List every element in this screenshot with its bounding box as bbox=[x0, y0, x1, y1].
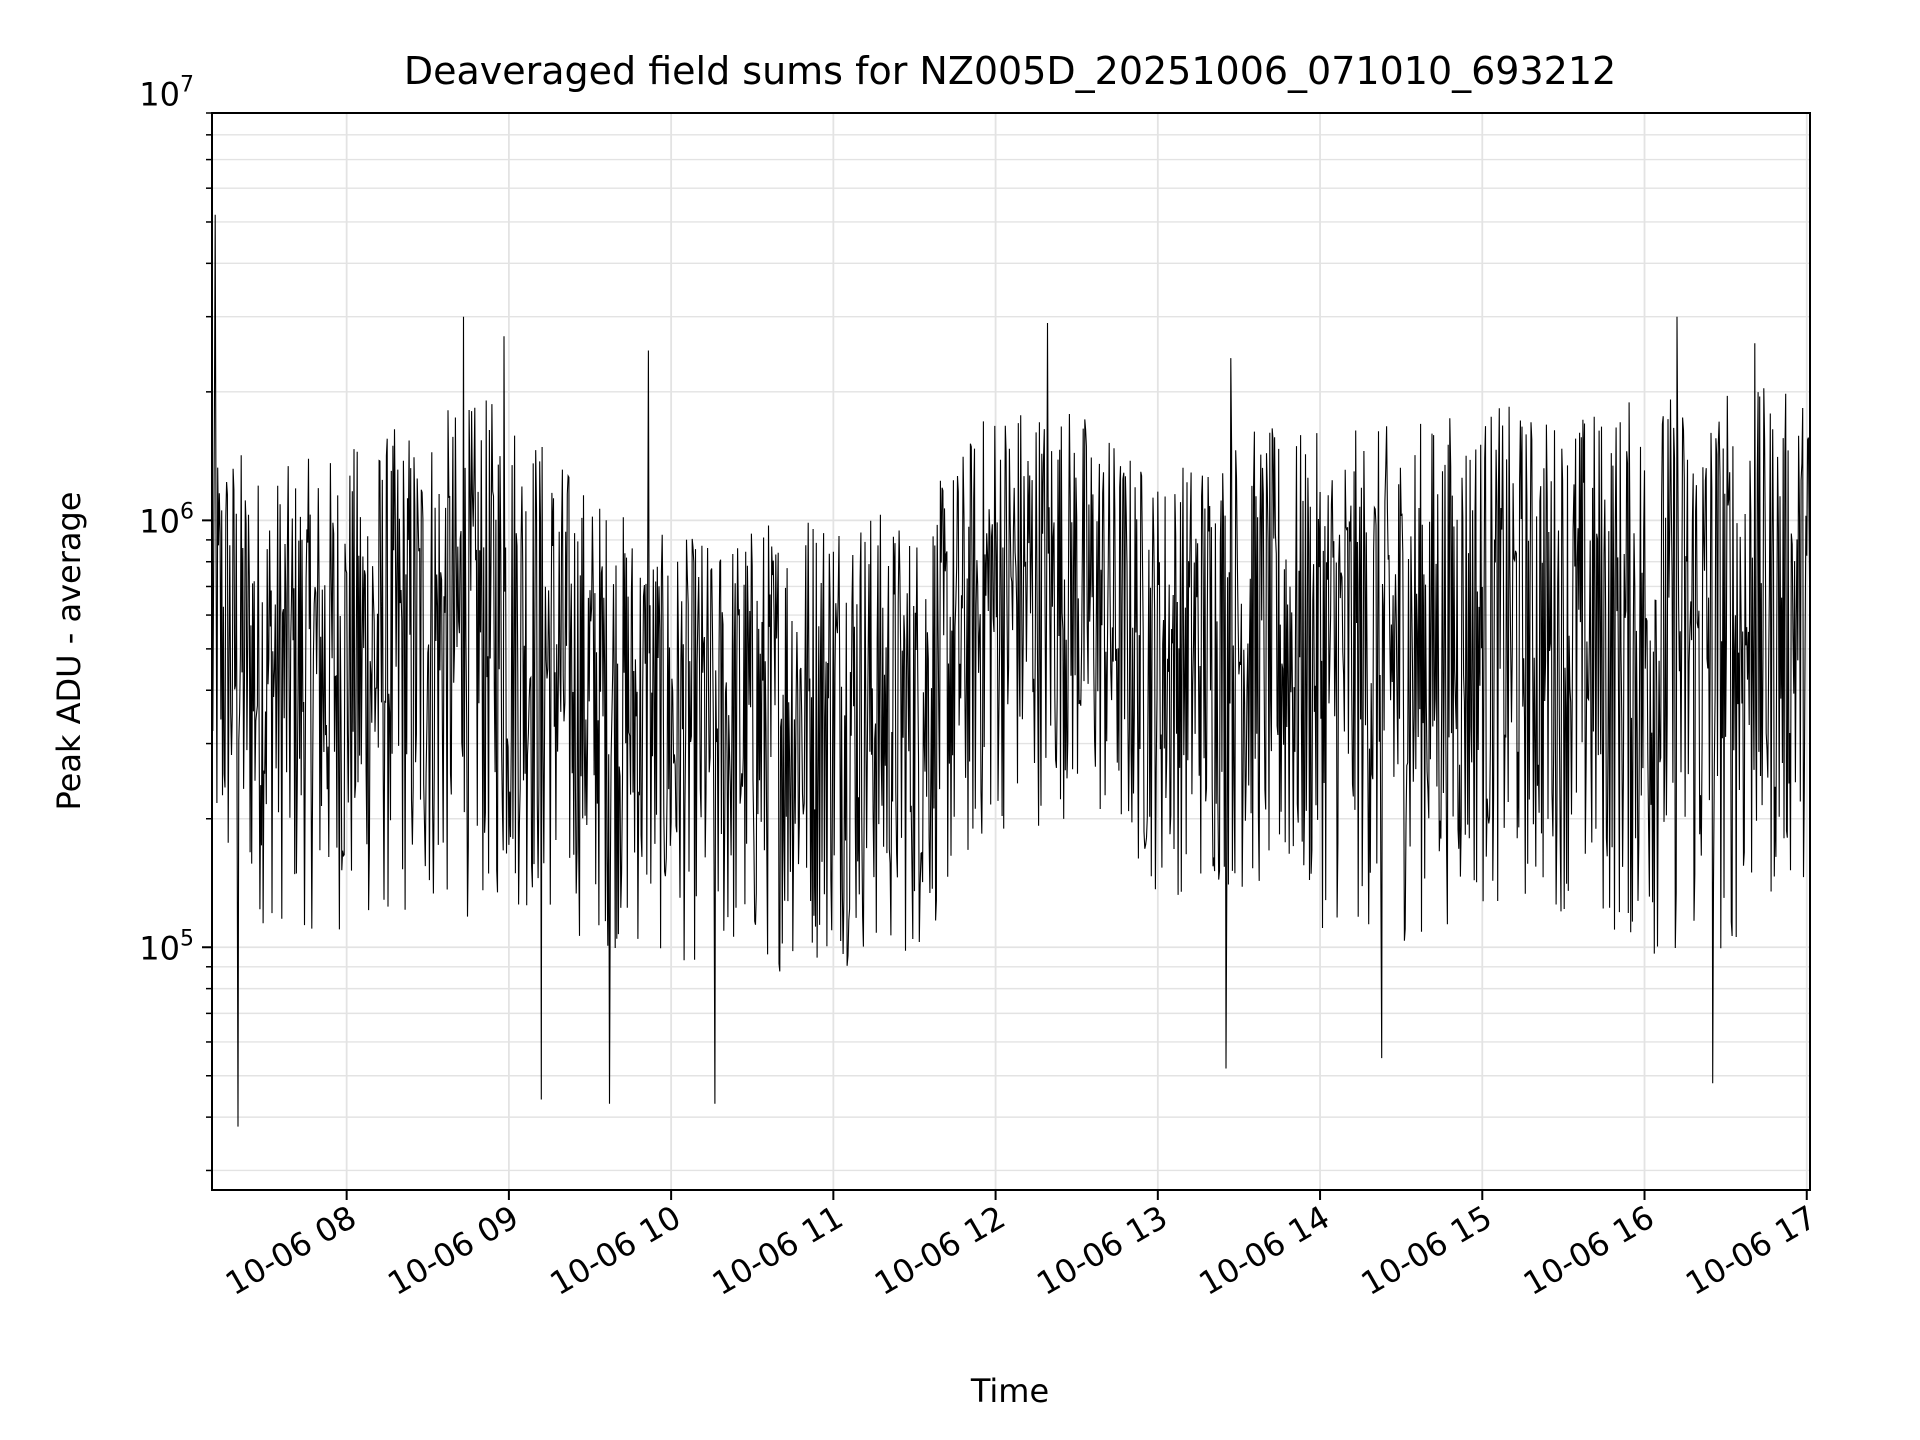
y-axis-label: Peak ADU - average bbox=[50, 492, 88, 811]
y-tick-label: 107 bbox=[139, 72, 194, 113]
y-tick-label: 106 bbox=[139, 499, 194, 540]
series-line bbox=[211, 214, 1811, 1127]
series-layer bbox=[211, 214, 1811, 1127]
plot-frame bbox=[211, 112, 1811, 1191]
y-axis: 105 106 107 bbox=[139, 72, 212, 1172]
chart-title: Deaveraged field sums for NZ005D_2025100… bbox=[404, 49, 1616, 93]
y-tick-label: 105 bbox=[139, 926, 194, 967]
x-axis-label: Time bbox=[970, 1372, 1049, 1410]
